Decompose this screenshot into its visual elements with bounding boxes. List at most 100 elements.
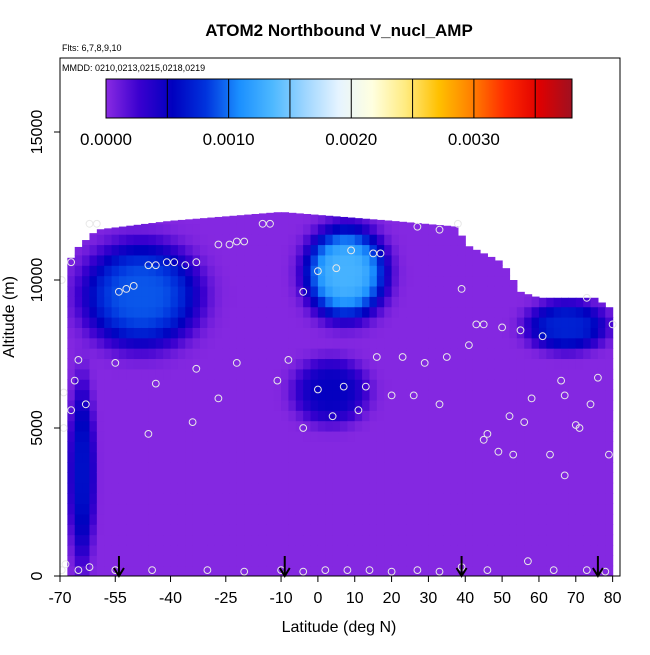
heatmap-cell [74, 534, 83, 546]
heatmap-cell [472, 565, 481, 576]
heatmap-cell [354, 399, 363, 411]
heatmap-cell [354, 524, 363, 536]
heatmap-cell [480, 389, 488, 401]
heatmap-cell [347, 441, 356, 453]
heatmap-cell [538, 430, 547, 442]
heatmap-cell [148, 389, 157, 401]
heatmap-cell [273, 451, 282, 463]
heatmap-cell [133, 254, 142, 266]
heatmap-cell [391, 389, 400, 401]
heatmap-cell [332, 254, 341, 266]
heatmap-cell [553, 306, 562, 318]
heatmap-cell [413, 420, 422, 432]
heatmap-cell [67, 513, 76, 525]
heatmap-cell [421, 544, 430, 556]
heatmap-cell [524, 441, 533, 453]
heatmap-cell [163, 534, 172, 546]
heatmap-cell [384, 472, 393, 484]
heatmap-cell [443, 420, 452, 432]
heatmap-cell [590, 462, 599, 473]
heatmap-cell [435, 513, 444, 525]
heatmap-cell [258, 544, 267, 556]
heatmap-cell [428, 493, 437, 505]
sample-point [457, 285, 466, 293]
heatmap-cell [340, 358, 348, 370]
heatmap-cell [133, 524, 142, 536]
heatmap-cell [214, 410, 223, 422]
heatmap-cell [295, 358, 304, 370]
heatmap-cell [170, 234, 179, 246]
heatmap-cell [251, 213, 260, 225]
heatmap-cell [229, 254, 238, 266]
heatmap-cell [531, 451, 540, 463]
heatmap-cell [89, 358, 98, 370]
heatmap-cell [590, 513, 599, 525]
heatmap-cell [376, 513, 385, 525]
heatmap-cell [413, 223, 422, 235]
heatmap-cell [177, 441, 186, 453]
heatmap-cell [494, 544, 503, 556]
heatmap-cell [118, 244, 127, 256]
heatmap-cell [384, 379, 393, 391]
heatmap-cell [325, 503, 334, 515]
heatmap-cell [531, 441, 540, 453]
heatmap-cell [266, 565, 275, 576]
heatmap-cell [89, 524, 98, 536]
heatmap-cell [266, 317, 275, 328]
heatmap-cell [398, 254, 407, 266]
heatmap-cell [200, 524, 208, 536]
heatmap-cell [516, 451, 525, 463]
heatmap-cell [561, 482, 570, 494]
heatmap-cell [398, 493, 407, 505]
heatmap-cell [185, 420, 194, 432]
heatmap-cell [502, 337, 511, 349]
heatmap-cell [531, 555, 540, 567]
heatmap-cell [244, 462, 253, 473]
sample-point [442, 353, 451, 361]
heatmap-cell [354, 348, 363, 360]
heatmap-cell [207, 389, 216, 401]
heatmap-cell [561, 451, 570, 463]
heatmap-cell [177, 389, 186, 401]
heatmap-cell [229, 524, 238, 536]
heatmap-cell [354, 234, 363, 246]
heatmap-cell [133, 482, 142, 494]
heatmap-cell [325, 254, 334, 266]
heatmap-cell [487, 368, 496, 380]
heatmap-cell [362, 430, 371, 442]
heatmap-cell [546, 482, 555, 494]
heatmap-cell [583, 462, 592, 473]
heatmap-cell [317, 244, 326, 256]
heatmap-cell [354, 503, 363, 515]
heatmap-cell [155, 441, 164, 453]
heatmap-cell [494, 265, 503, 277]
heatmap-cell [281, 410, 290, 422]
heatmap-cell [258, 275, 267, 287]
heatmap-cell [362, 306, 371, 318]
heatmap-cell [435, 472, 444, 484]
heatmap-cell [347, 493, 356, 505]
heatmap-cell [281, 244, 290, 256]
heatmap-cell [597, 410, 606, 422]
heatmap-cell [317, 215, 326, 225]
heatmap-cell [273, 223, 282, 235]
heatmap-cell [524, 555, 533, 567]
heatmap-cell [141, 399, 150, 411]
heatmap-cell [148, 524, 157, 536]
heatmap-cell [310, 410, 319, 422]
heatmap-cell [590, 358, 599, 370]
heatmap-cell [457, 337, 466, 349]
heatmap-cell [450, 348, 459, 360]
heatmap-cell [332, 368, 341, 380]
heatmap-layer [67, 212, 614, 576]
heatmap-cell [214, 493, 223, 505]
heatmap-cell [317, 399, 326, 411]
sample-point [546, 450, 554, 459]
heatmap-cell [568, 430, 577, 442]
heatmap-cell [229, 337, 238, 349]
heatmap-cell [229, 451, 238, 463]
heatmap-cell [376, 462, 385, 473]
heatmap-cell [553, 441, 562, 453]
heatmap-cell [435, 565, 444, 576]
